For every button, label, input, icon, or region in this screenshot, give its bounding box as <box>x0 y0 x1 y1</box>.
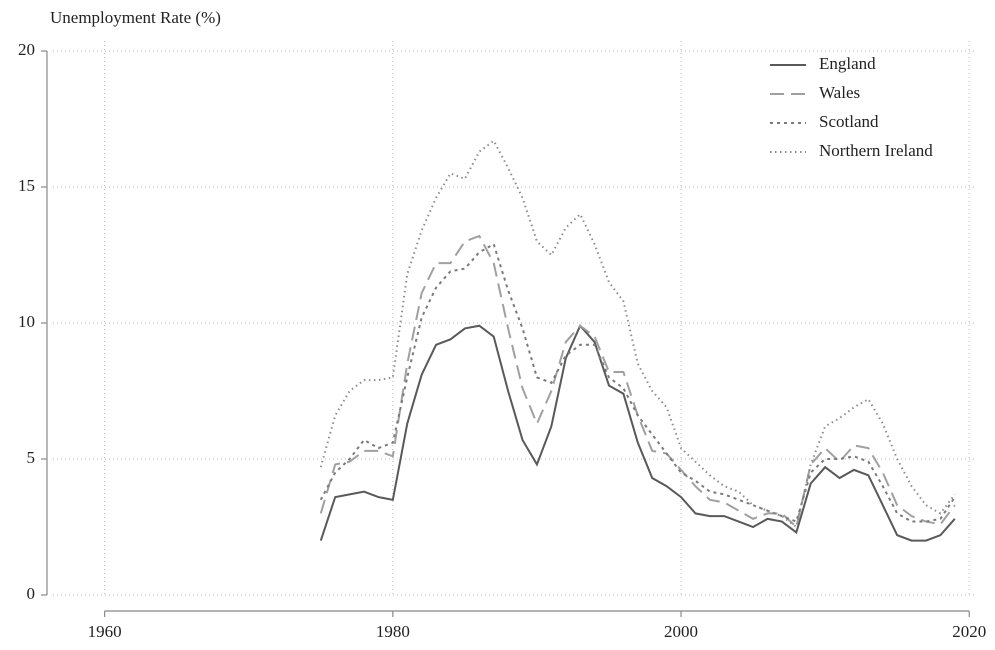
x-tick-label: 2000 <box>664 622 698 641</box>
legend-label: England <box>819 54 876 73</box>
y-tick-label: 20 <box>18 40 35 59</box>
y-tick-label: 10 <box>18 312 35 331</box>
legend-label: Scotland <box>819 112 879 131</box>
y-tick-label: 15 <box>18 176 35 195</box>
y-tick-label: 5 <box>27 448 36 467</box>
x-tick-label: 1960 <box>88 622 122 641</box>
series-line <box>319 242 956 523</box>
series-line <box>319 323 956 542</box>
y-tick-label: 0 <box>27 584 36 603</box>
legend-label: Northern Ireland <box>819 141 933 160</box>
x-tick-label: 2020 <box>952 622 986 641</box>
series-line <box>319 234 956 529</box>
y-axis-label: Unemployment Rate (%) <box>50 8 221 27</box>
x-tick-label: 1980 <box>376 622 410 641</box>
series-line <box>319 139 956 529</box>
legend-label: Wales <box>819 83 860 102</box>
